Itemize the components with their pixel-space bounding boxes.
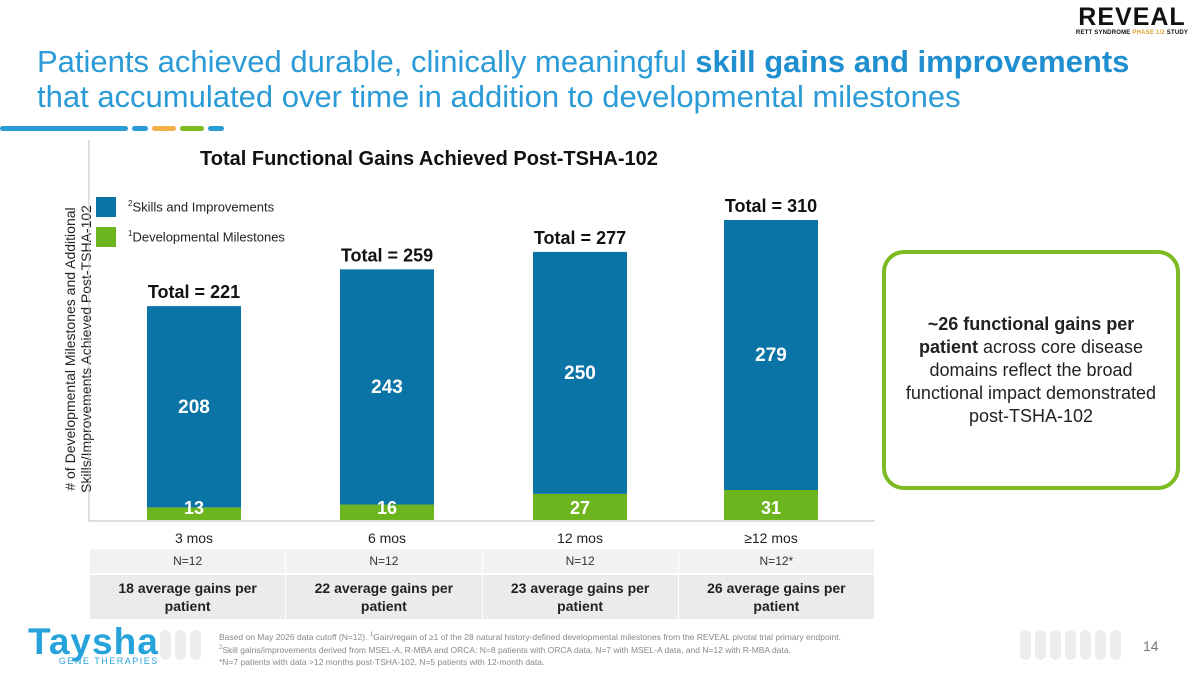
legend-item-milestones: 1Developmental Milestones bbox=[96, 227, 285, 247]
taysha-logo-word: Taysha bbox=[28, 621, 159, 662]
legend-swatch-skills bbox=[96, 197, 116, 217]
callout-box: ~26 functional gains per patient across … bbox=[882, 250, 1180, 490]
n-cell: N=12 bbox=[88, 549, 287, 573]
data-label-skills: 250 bbox=[564, 363, 596, 384]
bar-skills bbox=[724, 220, 818, 490]
bar-milestones bbox=[533, 493, 627, 520]
data-label-skills: 279 bbox=[755, 345, 787, 366]
footnote-line-2: 2Skill gains/improvements derived from M… bbox=[219, 645, 791, 656]
gains-cell: 18 average gains per patient bbox=[88, 575, 287, 619]
reveal-logo-subtitle: RETT SYNDROME PHASE 1/2 STUDY bbox=[1075, 30, 1189, 36]
data-label-skills: 208 bbox=[178, 397, 210, 418]
legend-swatch-milestones bbox=[96, 227, 116, 247]
chart-title: Total Functional Gains Achieved Post-TSH… bbox=[200, 148, 658, 170]
data-label-milestones: 13 bbox=[184, 498, 204, 518]
headline-part2: that accumulated over time in addition t… bbox=[37, 79, 961, 114]
bar-milestones bbox=[147, 507, 241, 520]
x-tick-label: 6 mos bbox=[368, 530, 406, 546]
deco-dash-1 bbox=[0, 126, 128, 131]
n-cell: N=12* bbox=[677, 549, 876, 573]
footnote-line-1: Based on May 2026 data cutoff (N=12). 1G… bbox=[219, 631, 842, 642]
total-label: Total = 221 bbox=[148, 282, 240, 302]
stats-table: N=12 N=12 N=12 N=12* 18 average gains pe… bbox=[88, 549, 876, 619]
deco-dash-4 bbox=[180, 126, 204, 131]
data-label-milestones: 27 bbox=[570, 498, 590, 518]
table-row-n: N=12 N=12 N=12 N=12* bbox=[88, 549, 876, 573]
legend-label-skills: 2Skills and Improvements bbox=[128, 199, 275, 215]
bar-skills bbox=[533, 251, 627, 494]
x-tick-label: 12 mos bbox=[557, 530, 603, 546]
x-tick-label: ≥12 mos bbox=[744, 530, 798, 546]
gains-cell: 22 average gains per patient bbox=[285, 575, 483, 619]
table-row-gains: 18 average gains per patient 22 average … bbox=[88, 575, 876, 619]
total-label: Total = 259 bbox=[341, 245, 433, 265]
data-label-skills: 243 bbox=[371, 377, 403, 398]
x-tick-label: 3 mos bbox=[175, 530, 213, 546]
bar-milestones bbox=[340, 504, 434, 520]
deco-dash-5 bbox=[208, 126, 224, 131]
data-label-milestones: 31 bbox=[761, 498, 781, 518]
headline-bold: skill gains and improvements bbox=[695, 44, 1130, 79]
page-number: 14 bbox=[1143, 638, 1159, 654]
reveal-logo-word: REVEAL bbox=[1078, 3, 1186, 31]
taysha-logo-subtitle: GENE THERAPIES bbox=[58, 656, 159, 666]
deco-pills-right bbox=[1020, 630, 1121, 660]
legend-label-milestones: 1Developmental Milestones bbox=[128, 229, 285, 245]
deco-dash-3 bbox=[152, 126, 176, 131]
gains-cell: 26 average gains per patient bbox=[677, 575, 876, 619]
n-cell: N=12 bbox=[481, 549, 679, 573]
taysha-logo: Taysha GENE THERAPIES bbox=[28, 621, 159, 666]
deco-dash-2 bbox=[132, 126, 148, 131]
slide-headline: Patients achieved durable, clinically me… bbox=[37, 44, 1187, 114]
bar-skills bbox=[340, 269, 434, 505]
bar-skills bbox=[147, 306, 241, 508]
total-label: Total = 310 bbox=[725, 196, 817, 216]
deco-pills-left bbox=[160, 630, 201, 660]
data-label-milestones: 16 bbox=[377, 498, 397, 518]
reveal-logo: REVEAL RETT SYNDROME PHASE 1/2 STUDY bbox=[1072, 4, 1192, 36]
total-label: Total = 277 bbox=[534, 228, 626, 248]
footnotes: Based on May 2026 data cutoff (N=12). 1G… bbox=[219, 630, 989, 668]
headline-part1: Patients achieved durable, clinically me… bbox=[37, 44, 696, 79]
gains-cell: 23 average gains per patient bbox=[481, 575, 679, 619]
legend-item-skills: 2Skills and Improvements bbox=[96, 197, 274, 217]
n-cell: N=12 bbox=[285, 549, 483, 573]
footnote-line-3: *N=7 patients with data >12 months post-… bbox=[219, 656, 545, 667]
bar-milestones bbox=[724, 490, 818, 520]
callout-text: ~26 functional gains per patient across … bbox=[905, 313, 1157, 426]
